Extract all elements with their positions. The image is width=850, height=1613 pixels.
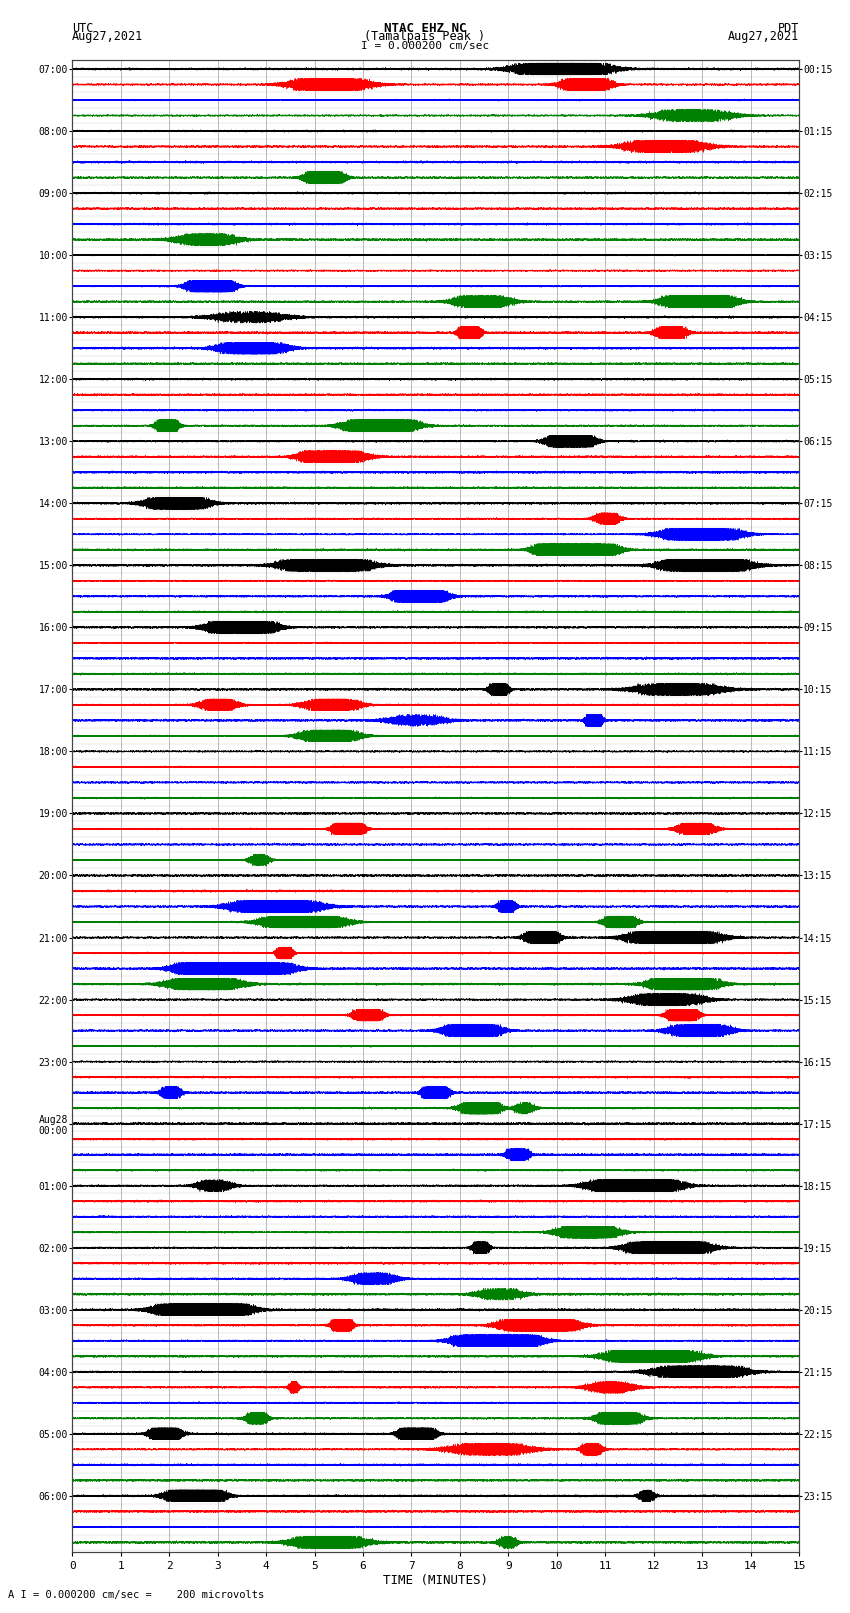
Text: (Tamalpais Peak ): (Tamalpais Peak ) bbox=[365, 29, 485, 44]
Text: Aug27,2021: Aug27,2021 bbox=[72, 29, 144, 44]
X-axis label: TIME (MINUTES): TIME (MINUTES) bbox=[383, 1574, 488, 1587]
Text: UTC: UTC bbox=[72, 21, 94, 35]
Text: A I = 0.000200 cm/sec =    200 microvolts: A I = 0.000200 cm/sec = 200 microvolts bbox=[8, 1590, 264, 1600]
Text: I = 0.000200 cm/sec: I = 0.000200 cm/sec bbox=[361, 40, 489, 50]
Text: Aug27,2021: Aug27,2021 bbox=[728, 29, 799, 44]
Text: NTAC EHZ NC: NTAC EHZ NC bbox=[383, 21, 467, 35]
Text: PDT: PDT bbox=[778, 21, 799, 35]
